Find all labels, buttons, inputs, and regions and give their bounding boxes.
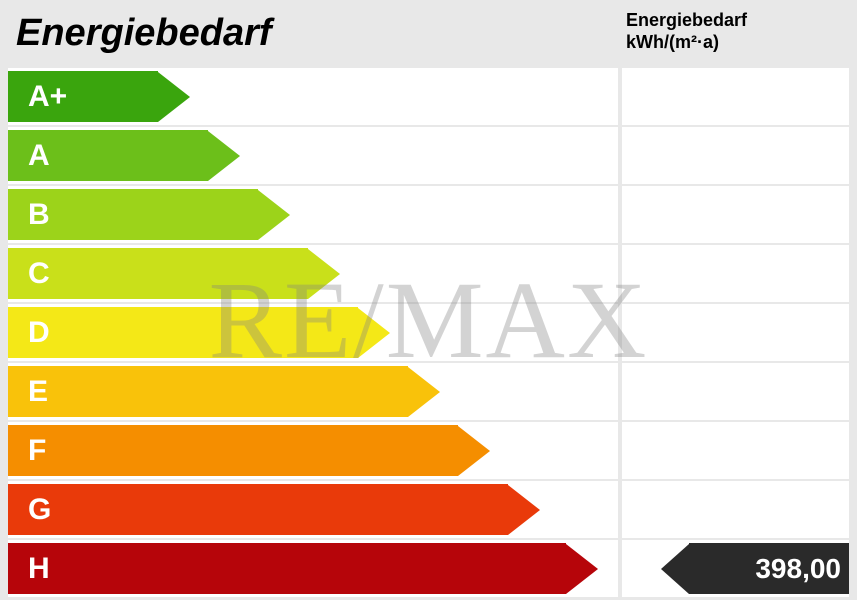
value-cell: [622, 363, 849, 420]
rating-label: H: [28, 552, 50, 586]
rating-arrow: H: [8, 543, 598, 594]
bar-cell: G: [8, 481, 618, 538]
value-arrow-head-icon: [661, 544, 689, 594]
arrow-body: B: [8, 189, 258, 240]
bar-cell: A: [8, 127, 618, 184]
chart-unit-line2: kWh/(m²·a): [626, 32, 849, 54]
rating-row: C: [8, 245, 849, 302]
rating-row: A: [8, 127, 849, 184]
value-cell: [622, 245, 849, 302]
bar-cell: A+: [8, 68, 618, 125]
rating-row: G: [8, 481, 849, 538]
rating-label: C: [28, 257, 50, 291]
chart-rows: A+ ABCDEFGH 398,00: [8, 68, 849, 597]
rating-row: A+: [8, 68, 849, 125]
rating-label: A+: [28, 80, 67, 114]
arrow-head-icon: [308, 249, 340, 299]
value-cell: 398,00: [622, 540, 849, 597]
arrow-head-icon: [358, 308, 390, 358]
rating-label: D: [28, 316, 50, 350]
arrow-head-icon: [408, 367, 440, 417]
chart-header: Energiebedarf Energiebedarf kWh/(m²·a): [8, 8, 849, 68]
arrow-body: G: [8, 484, 508, 535]
value-cell: [622, 127, 849, 184]
arrow-body: H: [8, 543, 566, 594]
rating-arrow: E: [8, 366, 440, 417]
bar-cell: C: [8, 245, 618, 302]
bar-cell: D: [8, 304, 618, 361]
rating-arrow: D: [8, 307, 390, 358]
value-cell: [622, 422, 849, 479]
rating-arrow: A: [8, 130, 240, 181]
arrow-head-icon: [208, 131, 240, 181]
bar-cell: F: [8, 422, 618, 479]
value-cell: [622, 186, 849, 243]
rating-label: F: [28, 434, 46, 468]
arrow-body: D: [8, 307, 358, 358]
rating-row: B: [8, 186, 849, 243]
rating-arrow: G: [8, 484, 540, 535]
value-text: 398,00: [755, 553, 841, 585]
arrow-body: C: [8, 248, 308, 299]
arrow-head-icon: [158, 72, 190, 122]
rating-label: A: [28, 139, 50, 173]
rating-arrow: B: [8, 189, 290, 240]
arrow-head-icon: [566, 544, 598, 594]
rating-label: B: [28, 198, 50, 232]
energy-rating-chart: Energiebedarf Energiebedarf kWh/(m²·a) A…: [0, 0, 857, 600]
rating-arrow: C: [8, 248, 340, 299]
chart-unit: Energiebedarf kWh/(m²·a): [618, 8, 849, 53]
rating-row: D: [8, 304, 849, 361]
bar-cell: E: [8, 363, 618, 420]
arrow-body: F: [8, 425, 458, 476]
arrow-head-icon: [458, 426, 490, 476]
arrow-body: A+: [8, 71, 158, 122]
rating-arrow: A+: [8, 71, 190, 122]
chart-title: Energiebedarf: [8, 8, 618, 55]
value-cell: [622, 304, 849, 361]
value-cell: [622, 481, 849, 538]
chart-unit-line1: Energiebedarf: [626, 10, 849, 32]
arrow-body: E: [8, 366, 408, 417]
arrow-head-icon: [258, 190, 290, 240]
value-cell: [622, 68, 849, 125]
rating-arrow: F: [8, 425, 490, 476]
arrow-body: A: [8, 130, 208, 181]
bar-cell: B: [8, 186, 618, 243]
value-arrow-body: 398,00: [689, 543, 849, 594]
arrow-head-icon: [508, 485, 540, 535]
rating-row: F: [8, 422, 849, 479]
rating-label: E: [28, 375, 48, 409]
rating-row: E: [8, 363, 849, 420]
rating-label: G: [28, 493, 51, 527]
value-arrow: 398,00: [661, 543, 849, 594]
bar-cell: H: [8, 540, 618, 597]
rating-row: H 398,00: [8, 540, 849, 597]
